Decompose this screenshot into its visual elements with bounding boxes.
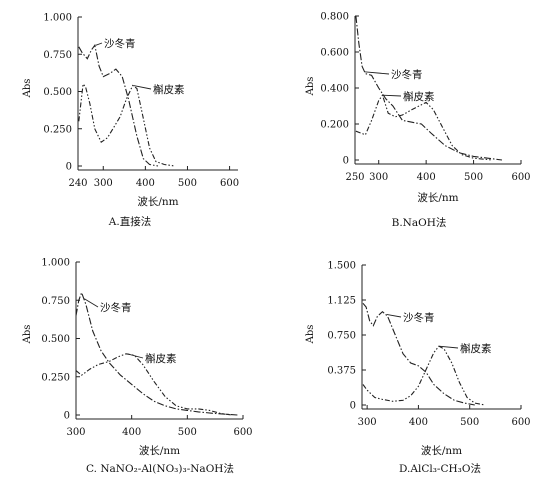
series-label: 槲皮素	[460, 342, 492, 355]
y-tick-label: 0.250	[43, 124, 72, 135]
leader-line	[127, 353, 144, 359]
y-tick-label: 0.750	[327, 331, 356, 342]
x-tick-label: 500	[178, 178, 197, 189]
x-tick-label: 600	[233, 427, 252, 438]
x-tick-label: 400	[417, 172, 436, 183]
panel-caption: B.NaOH法	[392, 216, 447, 229]
x-axis-label: 波长/nm	[421, 444, 462, 457]
y-tick-label: 0.600	[320, 48, 349, 59]
panel-caption: C. NaNO₂-Al(NO₃)₃-NaOH法	[86, 462, 234, 475]
x-axis-label: 波长/nm	[417, 191, 458, 204]
y-tick-label: 1.125	[327, 296, 356, 307]
y-tick-label: 0.250	[41, 372, 70, 383]
x-tick-label: 300	[369, 172, 388, 183]
x-tick-label: 400	[409, 417, 428, 428]
y-tick-label: 0	[350, 401, 356, 412]
series-line-shadongqing	[75, 290, 238, 416]
leader-line	[364, 71, 390, 75]
leader-line	[386, 314, 402, 318]
y-tick-label: 0.500	[43, 87, 72, 98]
leader-line	[133, 85, 152, 90]
leader-line	[382, 94, 402, 97]
x-tick-label: 300	[94, 178, 113, 189]
y-tick-label: 0	[66, 162, 72, 173]
x-tick-label: 500	[464, 172, 483, 183]
series-label: 沙冬青	[391, 68, 423, 81]
y-tick-label: 0	[343, 156, 349, 167]
x-tick-label: 500	[178, 427, 197, 438]
x-tick-label: 600	[511, 417, 530, 428]
y-tick-label: 1.000	[41, 258, 70, 269]
y-tick-label: 0.400	[320, 84, 349, 95]
panel-caption: D.AlCl₃-CH₃O法	[399, 462, 481, 475]
series-label: 沙冬青	[104, 37, 136, 50]
y-tick-label: 0.800	[320, 12, 349, 23]
y-axis-label: Abs	[22, 79, 33, 99]
y-tick-label: 0	[64, 411, 70, 422]
y-tick-label: 1.500	[327, 261, 356, 272]
y-tick-label: 0.375	[327, 366, 356, 377]
y-tick-label: 1.000	[43, 13, 72, 24]
series-line-shadongqing	[355, 15, 503, 161]
x-tick-label: 400	[136, 178, 155, 189]
series-label: 槲皮素	[145, 352, 177, 365]
series-line-shadongqing	[78, 43, 159, 167]
x-tick-label: 300	[66, 427, 85, 438]
series-label: 槲皮素	[153, 83, 185, 96]
x-tick-label: 600	[511, 172, 530, 183]
leader-line	[95, 42, 103, 46]
panel-caption: A.直接法	[108, 215, 151, 228]
x-tick-label: 240	[68, 178, 87, 189]
leader-line	[84, 298, 99, 308]
x-tick-label: 300	[358, 417, 377, 428]
series-label: 沙冬青	[403, 311, 435, 324]
series-label: 槲皮素	[403, 90, 435, 103]
x-axis-label: 波长/nm	[137, 195, 178, 208]
y-axis-label: Abs	[22, 325, 33, 345]
x-tick-label: 250	[345, 172, 364, 183]
x-tick-label: 600	[220, 178, 239, 189]
x-axis-label: 波长/nm	[139, 444, 180, 457]
y-tick-label: 0.200	[320, 120, 349, 131]
series-line-quercetin	[362, 345, 486, 406]
y-tick-label: 0.500	[41, 334, 70, 345]
series-line-quercetin	[75, 353, 232, 416]
x-tick-label: 500	[460, 417, 479, 428]
series-line-quercetin	[78, 82, 175, 167]
series-line-quercetin	[355, 93, 493, 161]
y-axis-label: Abs	[305, 325, 316, 345]
y-axis-label: Abs	[305, 77, 316, 97]
x-tick-label: 400	[122, 427, 141, 438]
series-label: 沙冬青	[100, 301, 132, 314]
y-tick-label: 0.750	[41, 296, 70, 307]
y-tick-label: 0.750	[43, 50, 72, 61]
series-line-shadongqing	[362, 302, 475, 406]
leader-line	[438, 345, 459, 349]
